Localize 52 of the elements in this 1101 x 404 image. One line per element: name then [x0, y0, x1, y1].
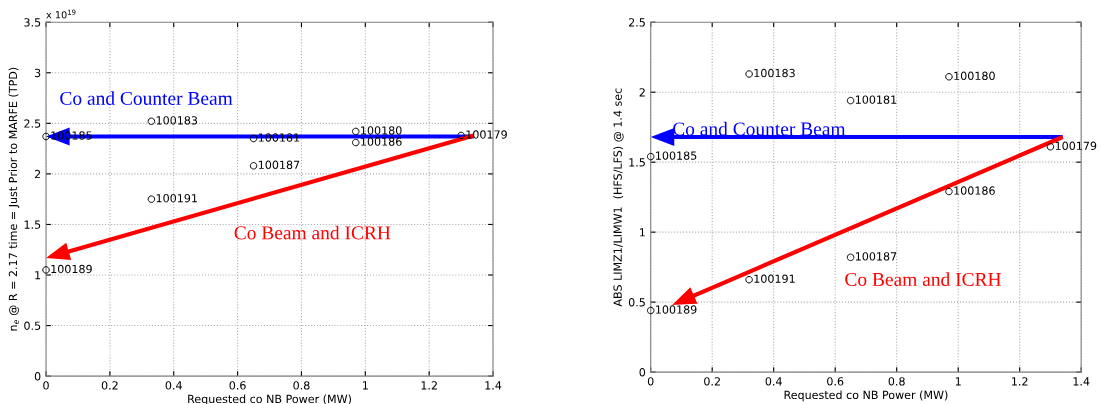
annotation: 100187 [855, 252, 897, 261]
annotation: Co Beam and ICRH [234, 225, 391, 240]
y-axis-title: ABS LIMZ1/LIMW1 (HFS/LFS) @ 1.4 sec [613, 88, 624, 307]
annotation: 100187 [258, 160, 300, 170]
y-tick-label: 3 [34, 68, 41, 78]
annotation: 100189 [51, 264, 92, 274]
y-tick-label: 2 [639, 88, 645, 97]
x-tick-label: 0.6 [827, 377, 844, 386]
x-tick-label: 1 [955, 377, 961, 386]
y-tick-label: 2.5 [24, 119, 41, 128]
y-tick-label: 1 [639, 228, 645, 237]
y-tick-label: 0 [639, 368, 646, 377]
annotation: 100180 [954, 71, 995, 81]
x-tick-label: 1.2 [421, 381, 437, 390]
annotation: 100179 [1055, 141, 1097, 150]
annotation: 100186 [361, 137, 402, 146]
x-tick-label: 1.2 [1012, 377, 1028, 386]
annotation: Co and Counter Beam [60, 91, 233, 105]
y-tick-label: 1.5 [629, 158, 645, 167]
y-axis-title: n$_{e}$ @ R = 2.17 time = Just Prior to MARFE (TPD) [8, 67, 20, 331]
annotation: 100183 [156, 116, 198, 125]
annotation: Co Beam and ICRH [845, 272, 1001, 286]
y-tick-label: 0.5 [628, 298, 645, 307]
annotation: 100181 [855, 95, 897, 104]
y-tick-label: 0.5 [24, 321, 41, 330]
x-axis-title: Requested co NB Power (MW) [784, 390, 948, 402]
x-tick-label: 1 [363, 381, 368, 390]
x-tick-label: 0 [647, 377, 654, 386]
annotation: 100191 [156, 193, 197, 203]
text: x 10$^{19}$ [46, 9, 76, 19]
y-tick-label: 3.5 [24, 18, 41, 27]
y-tick-label: 2 [34, 169, 41, 179]
annotation: 100180 [361, 126, 402, 135]
y-tick-label: 2.5 [628, 18, 645, 27]
x-tick-label: 0.6 [229, 381, 246, 390]
x-tick-label: 0.4 [165, 381, 182, 390]
x-tick-label: 0 [43, 381, 49, 390]
y-tick-label: 1 [35, 271, 41, 280]
annotation: 100185 [656, 151, 697, 160]
x-tick-label: 0.8 [888, 377, 905, 386]
annotation: 100191 [754, 274, 795, 283]
y-tick-label: 1.5 [24, 220, 41, 229]
x-tick-label: 0.2 [101, 381, 118, 390]
annotation: 100179 [466, 130, 507, 139]
x-tick-label: 1.4 [485, 381, 502, 390]
annotation: 100183 [754, 68, 795, 78]
annotation: 100189 [656, 305, 697, 314]
annotation: 100186 [954, 186, 995, 195]
x-tick-label: 0.8 [293, 381, 310, 390]
x-tick-label: 0.2 [704, 377, 720, 386]
x-tick-label: 0.4 [765, 377, 782, 386]
x-tick-label: 1.4 [1073, 377, 1090, 386]
